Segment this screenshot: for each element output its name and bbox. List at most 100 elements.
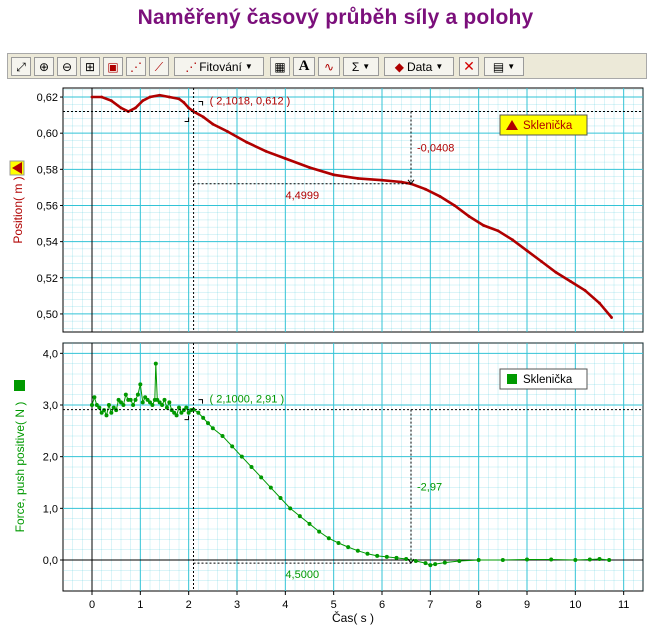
data-point [114, 408, 119, 413]
data-point [476, 558, 481, 562]
data-point [607, 558, 612, 562]
autoscale-button[interactable]: ⤢ [11, 57, 31, 76]
data-point [268, 485, 273, 490]
data-point [106, 403, 111, 407]
data-point [239, 454, 244, 459]
data-point [191, 407, 196, 412]
y-tick-label: 0,62 [37, 92, 58, 104]
x-tick-label: 9 [524, 599, 530, 611]
y-axis-label: Position( m ) [11, 176, 25, 243]
examine-button[interactable]: ▣ [103, 57, 123, 76]
data-point [365, 551, 370, 556]
x-tick-label: 5 [331, 599, 337, 611]
y-tick-label: 2,0 [43, 452, 58, 464]
data-point [201, 415, 206, 420]
slope-icon: ⟋ [154, 59, 164, 74]
data-point [404, 556, 409, 561]
plot-panel-2: 0,0 1,0 2,0 3,0 4,0 Force, push positive( N )… [13, 342, 644, 592]
data-point [109, 410, 114, 415]
chevron-down-icon: ▼ [244, 62, 253, 71]
x-tick-label: 11 [618, 599, 629, 611]
delete-icon: ✕ [463, 58, 475, 74]
data-point [211, 122, 215, 126]
fit-dropdown[interactable]: ⋰ Fitování ▼ [174, 57, 264, 76]
data-point [413, 559, 418, 564]
x-tick-label: 8 [476, 599, 482, 611]
graph-match-button[interactable]: ∿ [318, 57, 340, 76]
calculator-icon: ▦ [274, 59, 286, 74]
data-point [317, 529, 322, 534]
y-tick-label: 0,50 [37, 309, 58, 321]
data-point [264, 149, 268, 153]
plot-panel-1: 0,50 0,52 0,54 0,56 0,58 0,60 0,62 Position( m … [9, 87, 644, 333]
data-point [177, 405, 181, 410]
triangle-icon [12, 162, 22, 174]
data-point [97, 405, 102, 410]
graph-options-dropdown[interactable]: ▤ ▼ [484, 57, 524, 76]
data-point [162, 397, 167, 402]
x-tick-label: 1 [137, 599, 143, 611]
data-point [573, 558, 578, 562]
data-point [109, 99, 113, 103]
data-point [119, 400, 123, 405]
data-point [278, 496, 283, 500]
legend-box [499, 114, 588, 136]
data-point [225, 129, 229, 133]
data-point [134, 106, 137, 110]
data-point [297, 514, 302, 519]
data-point [141, 99, 145, 103]
data-point [192, 110, 195, 113]
data-point [424, 187, 427, 191]
x-tick-label: 7 [427, 599, 433, 611]
data-point [128, 397, 133, 402]
legend: Sklenička [499, 368, 588, 390]
y-tick-label: 3,0 [43, 400, 58, 412]
data-point [177, 97, 181, 101]
graph-options-icon: ▤ [492, 59, 505, 74]
data-point [158, 93, 162, 97]
data-point [384, 554, 389, 559]
statistics-dropdown[interactable]: Σ ▼ [343, 57, 379, 76]
data-point [143, 395, 148, 400]
data-point [172, 410, 177, 415]
data-point [259, 475, 264, 480]
zoom-box-button[interactable]: ⊞ [80, 57, 100, 76]
data-dropdown[interactable]: ◆ Data ▼ [384, 57, 454, 76]
data-point [99, 410, 104, 415]
square-icon [14, 380, 25, 391]
data-point [196, 410, 201, 415]
calculator-button[interactable]: ▦ [270, 57, 290, 76]
x-tick-label: 3 [234, 599, 240, 611]
data-point [457, 559, 462, 564]
tangent-button[interactable]: ⋰ [126, 57, 146, 76]
data-point [438, 195, 442, 198]
delta-y-label: -2,97 [417, 481, 442, 493]
data-point [167, 95, 171, 99]
cursor-bracket [184, 399, 203, 421]
page-title: Naměřený časový průběh síly a polohy [137, 6, 534, 29]
zoom-in-button[interactable]: ⊕ [34, 57, 54, 76]
zoom-box-icon: ⊞ [84, 59, 96, 74]
data-point [123, 392, 128, 397]
data-point [116, 397, 121, 402]
data-point [157, 400, 162, 405]
data-point [482, 223, 485, 227]
data-point [167, 400, 172, 405]
zoom-in-icon: ⊕ [38, 59, 50, 74]
slope-button[interactable]: ⟋ [149, 57, 169, 76]
data-point [187, 106, 191, 110]
data-point [453, 204, 456, 207]
data-point [428, 563, 433, 568]
data-point [145, 397, 150, 402]
x-tick-label: 0 [89, 599, 95, 611]
annotate-icon: A [298, 58, 310, 74]
series-line [92, 93, 613, 319]
data-point [94, 403, 99, 407]
zoom-out-button[interactable]: ⊖ [57, 57, 77, 76]
delta-arrow-icon [407, 558, 415, 564]
annotate-button[interactable]: A [293, 57, 315, 76]
delete-button[interactable]: ✕ [459, 57, 479, 76]
data-point [375, 553, 380, 558]
y-tick-label: 1,0 [43, 503, 58, 515]
autoscale-icon: ⤢ [16, 59, 26, 74]
